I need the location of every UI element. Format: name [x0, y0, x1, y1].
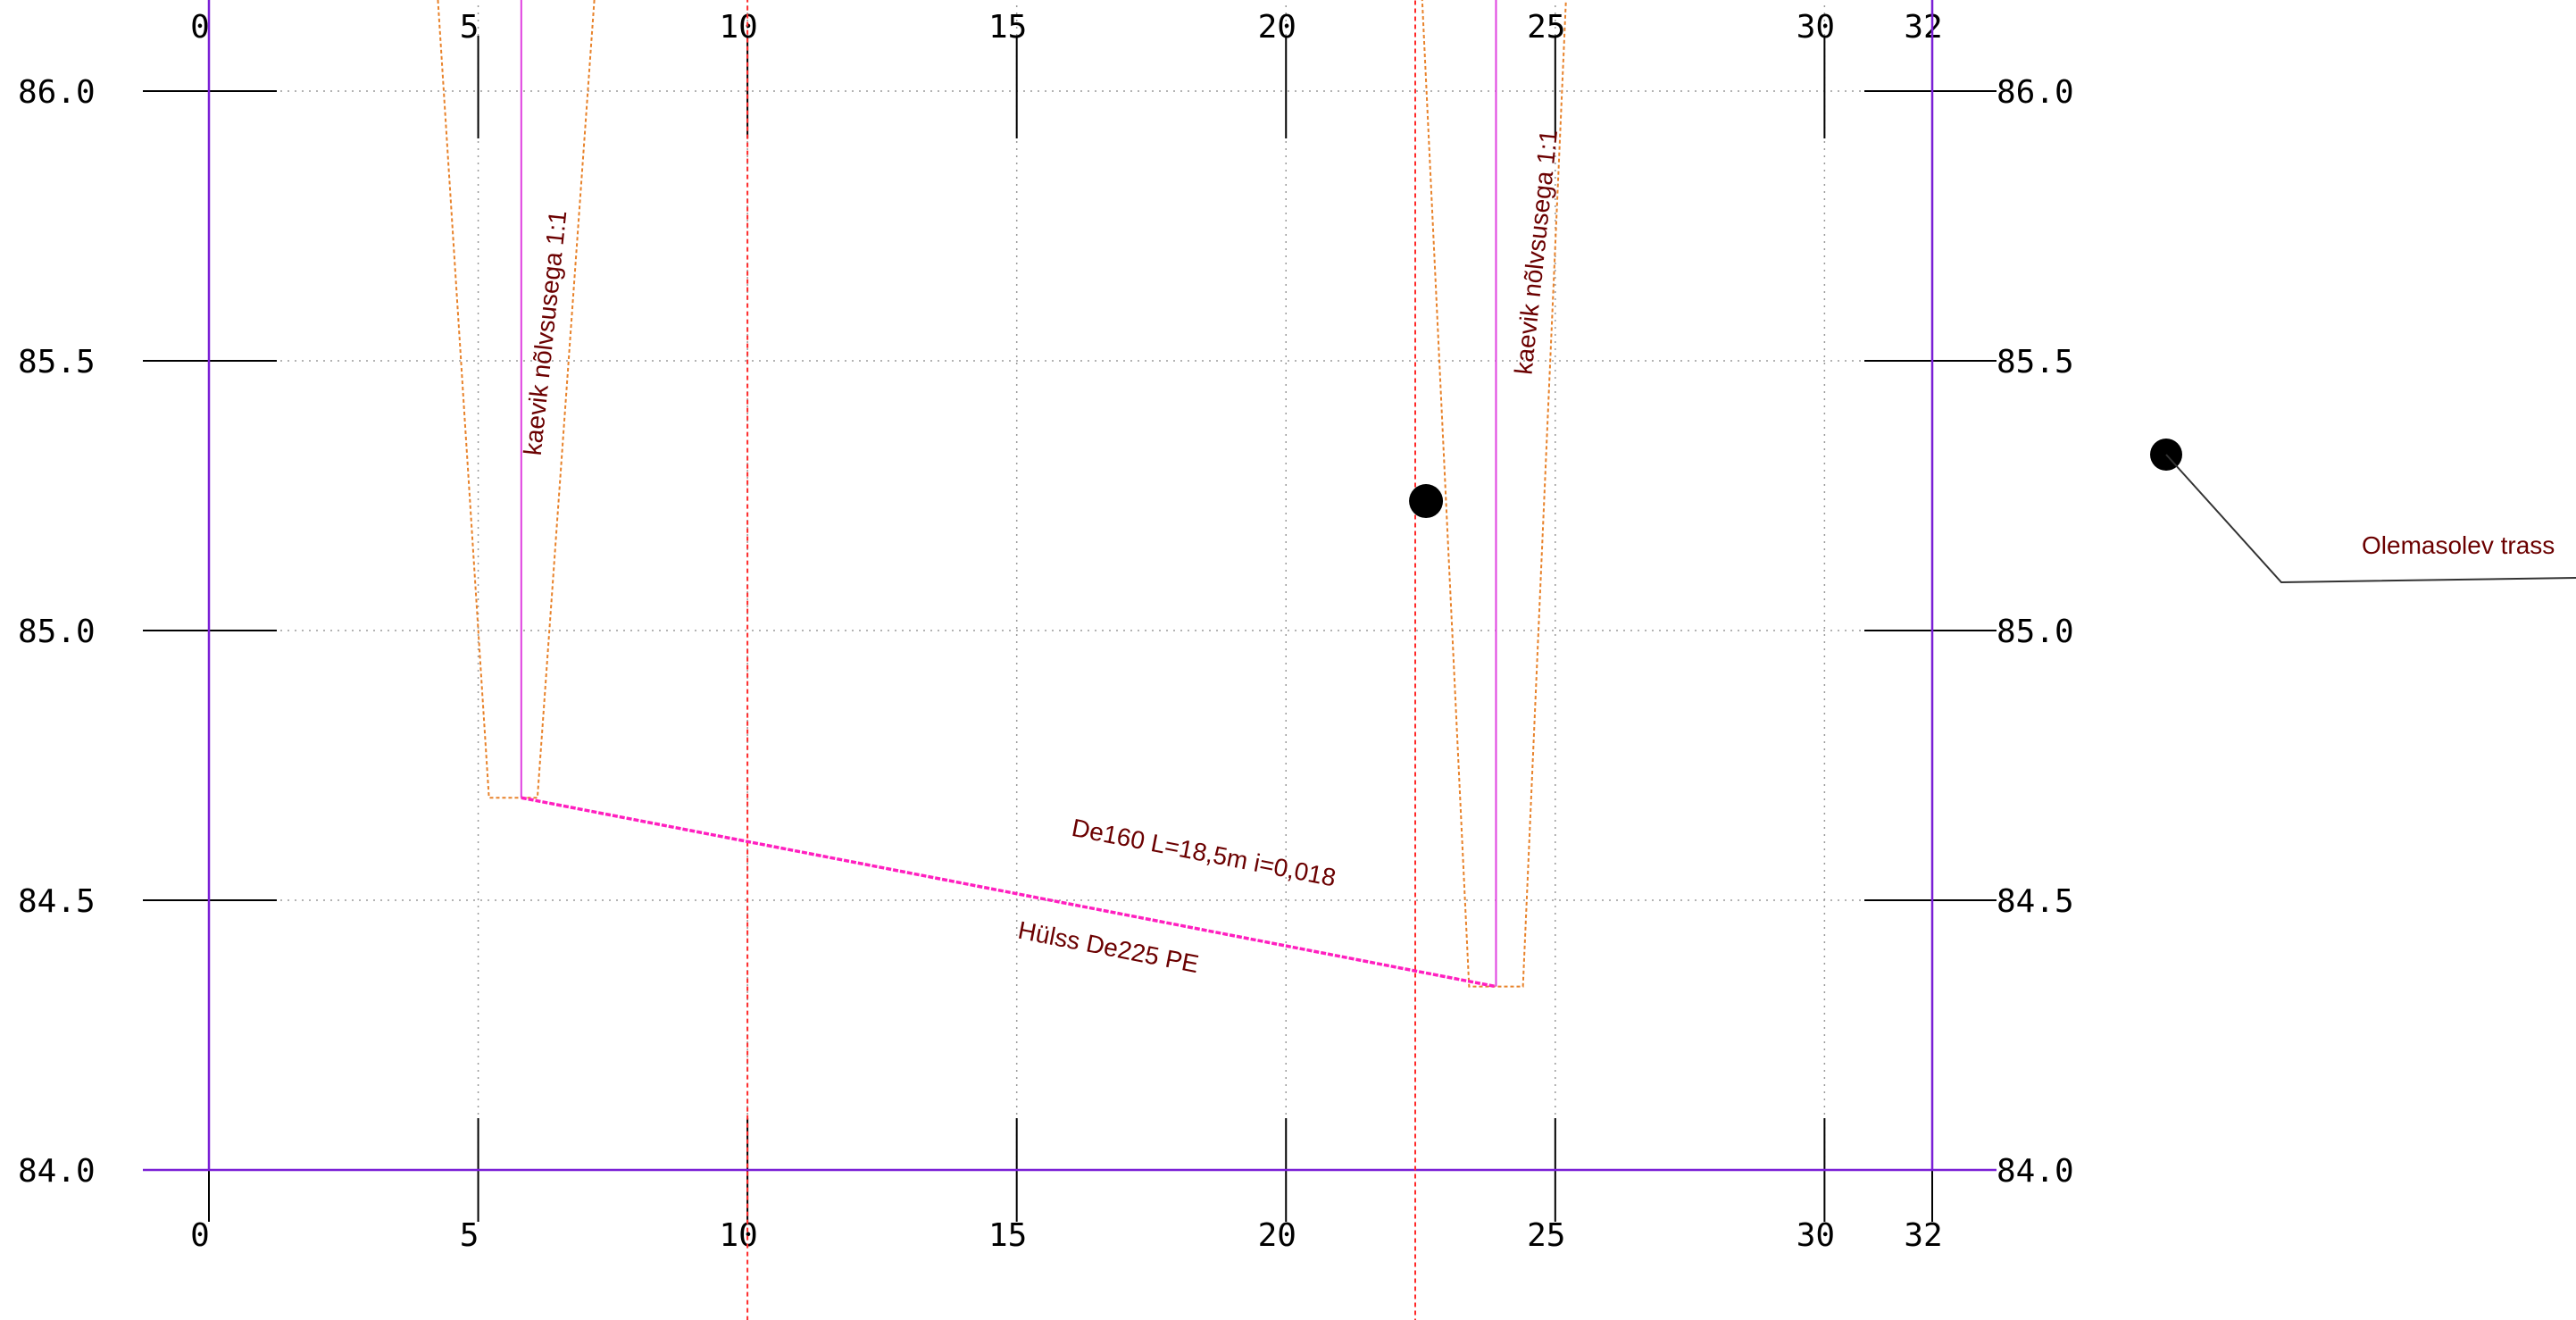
- grid-lines: [208, 0, 1933, 1171]
- y-tick-label-left: 86.0: [18, 74, 96, 111]
- x-tick-label-bottom: 15: [988, 1217, 1027, 1254]
- drawing-frame: [143, 0, 1997, 1172]
- y-tick-label-right: 86.0: [1997, 74, 2074, 111]
- x-tick-label-top: 20: [1258, 9, 1296, 46]
- x-tick-label-top: 25: [1527, 9, 1565, 46]
- existing-utility-point: [1409, 484, 1444, 519]
- callout-leader-line: [2165, 454, 2576, 584]
- legend-callout-label: Olemasolev trass: [2362, 531, 2555, 559]
- x-tick-label-top: 5: [460, 9, 479, 46]
- pipe-line: [521, 796, 1496, 989]
- y-tick-label-right: 84.0: [1997, 1153, 2074, 1190]
- x-tick-label-bottom: 32: [1904, 1217, 1942, 1254]
- x-tick-label-top: 15: [988, 9, 1027, 46]
- y-tick-label-left: 85.5: [18, 344, 96, 380]
- y-tick-label-left: 84.0: [18, 1153, 96, 1190]
- x-tick-label-top: 30: [1797, 9, 1835, 46]
- x-tick-label-top: 10: [719, 9, 757, 46]
- y-tick-label-right: 84.5: [1997, 883, 2074, 920]
- trench-slope-label: kaevik nõlvsusega 1:1: [1509, 129, 1563, 376]
- y-tick-label-right: 85.0: [1997, 614, 2074, 650]
- x-tick-label-bottom: 10: [719, 1217, 757, 1254]
- profile-lines: [437, 0, 1567, 1320]
- x-tick-label-bottom: 0: [190, 1217, 210, 1254]
- x-tick-label-top: 0: [190, 9, 210, 46]
- axis-ticks: 84.0 84.0 84.5 84.5 85.0 85.0 85.5 85.5 86.0 86.0…: [18, 9, 2074, 1254]
- x-tick-label-bottom: 25: [1527, 1217, 1565, 1254]
- x-tick-label-bottom: 30: [1797, 1217, 1835, 1254]
- x-tick-label-top: 32: [1904, 9, 1942, 46]
- existing-utility-callout: Olemasolev trass: [2150, 439, 2576, 584]
- x-tick-label-bottom: 20: [1258, 1217, 1296, 1254]
- y-tick-label-left: 85.0: [18, 614, 96, 650]
- y-tick-label-right: 85.5: [1997, 344, 2074, 380]
- pipe-label: De160 L=18,5m i=0,018: [1070, 814, 1338, 892]
- x-tick-label-bottom: 5: [460, 1217, 479, 1254]
- trench-outline: [437, 0, 596, 799]
- y-tick-label-left: 84.5: [18, 883, 96, 920]
